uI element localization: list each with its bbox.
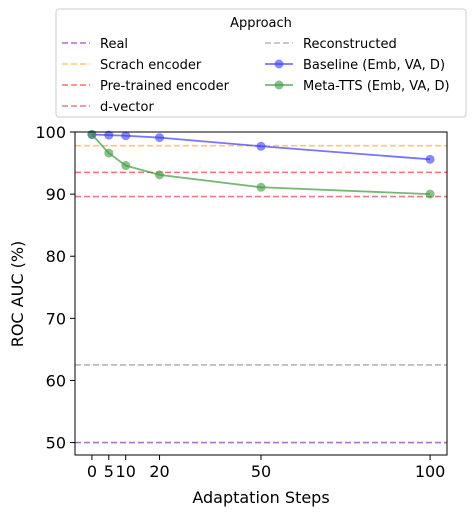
x-tick-label-5: 5 bbox=[104, 462, 114, 481]
legend-label-scrach-encoder: Scrach encoder bbox=[100, 58, 202, 73]
y-axis-label: ROC AUC (%) bbox=[8, 241, 27, 348]
legend-marker-baseline-emb-va-d bbox=[274, 59, 284, 69]
y-tick-label-100: 100 bbox=[35, 123, 66, 142]
legend-label-meta-tts-emb-va-d: Meta-TTS (Emb, VA, D) bbox=[303, 79, 450, 94]
legend-label-d-vector: d-vector bbox=[100, 100, 154, 115]
legend-label-baseline-emb-va-d: Baseline (Emb, VA, D) bbox=[303, 58, 445, 73]
x-tick-label-0: 0 bbox=[87, 462, 97, 481]
point-baseline-emb-va-d-5 bbox=[104, 130, 114, 140]
legend-label-real: Real bbox=[100, 37, 128, 52]
y-tick-label-60: 60 bbox=[46, 371, 66, 390]
x-tick-label-100: 100 bbox=[415, 462, 446, 481]
legend-label-pre-trained-encoder: Pre-trained encoder bbox=[100, 79, 230, 94]
point-meta-tts-emb-va-d-50 bbox=[256, 182, 266, 192]
point-meta-tts-emb-va-d-10 bbox=[121, 161, 131, 171]
x-tick-label-20: 20 bbox=[149, 462, 169, 481]
x-tick-label-10: 10 bbox=[116, 462, 136, 481]
legend-title: Approach bbox=[230, 16, 292, 31]
x-axis-ticks: 0 5 10 20 50 100 bbox=[87, 455, 446, 481]
point-meta-tts-emb-va-d-0 bbox=[87, 129, 97, 139]
legend-entries: Real Reconstructed Scrach encoder Baseline … bbox=[62, 37, 450, 115]
legend-marker-meta-tts-emb-va-d bbox=[274, 80, 284, 90]
legend: Approach Real Reconstructed Scrach encoder… bbox=[55, 8, 467, 118]
y-tick-label-90: 90 bbox=[46, 185, 66, 204]
legend-frame bbox=[55, 8, 467, 118]
point-baseline-emb-va-d-20 bbox=[155, 133, 165, 143]
series-points bbox=[87, 129, 435, 199]
x-axis-label: Adaptation Steps bbox=[192, 488, 329, 507]
y-tick-label-50: 50 bbox=[46, 434, 66, 453]
point-baseline-emb-va-d-10 bbox=[121, 131, 131, 141]
y-tick-label-70: 70 bbox=[46, 309, 66, 328]
y-tick-label-80: 80 bbox=[46, 247, 66, 266]
point-meta-tts-emb-va-d-20 bbox=[155, 170, 165, 180]
point-meta-tts-emb-va-d-5 bbox=[104, 148, 114, 158]
plot-area: 0 5 10 20 50 100 50 60 70 80 90 100 bbox=[35, 123, 448, 481]
x-tick-label-50: 50 bbox=[251, 462, 271, 481]
plot-frame bbox=[74, 131, 448, 456]
point-baseline-emb-va-d-50 bbox=[256, 141, 266, 151]
y-axis-ticks: 50 60 70 80 90 100 bbox=[35, 123, 75, 453]
legend-label-reconstructed: Reconstructed bbox=[303, 37, 397, 52]
point-meta-tts-emb-va-d-100 bbox=[425, 189, 435, 199]
point-baseline-emb-va-d-100 bbox=[425, 154, 435, 164]
